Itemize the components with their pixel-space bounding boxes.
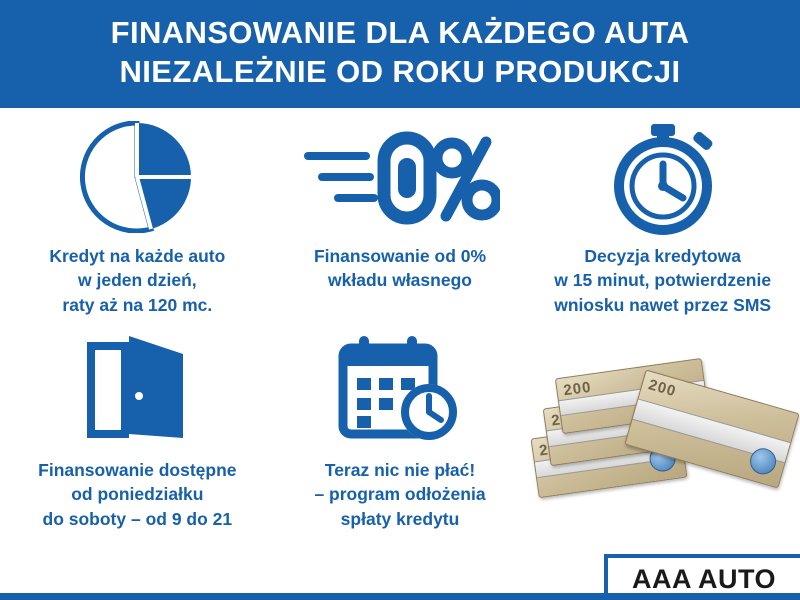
money-stack-image: 200 200 200 200	[530, 330, 800, 558]
feature-zero-percent: Finansowanie od 0% wkładu własnego	[269, 118, 532, 330]
feature-caption: Finansowanie dostępne od poniedziałku do…	[38, 459, 237, 530]
logo-text: AAA AUTO	[632, 563, 776, 594]
headline-line-2: NIEZALEŻNIE OD ROKU PRODUKCJI	[119, 53, 681, 89]
feature-credit-every-car: Kredyt na każde auto w jeden dzień, raty…	[6, 118, 269, 330]
feature-caption: Kredyt na każde auto w jeden dzień, raty…	[49, 245, 226, 316]
bottom-accent-bar	[0, 593, 800, 600]
features-row-2: Finansowanie dostępne od poniedziałku do…	[6, 330, 800, 558]
banknote-value: 200	[646, 375, 679, 400]
feature-availability: Finansowanie dostępne od poniedziałku do…	[6, 330, 269, 558]
pie-chart-icon	[73, 118, 201, 236]
banknote-stack: 200 200 200 200	[528, 332, 800, 502]
brand-logo: AAA AUTO	[604, 554, 800, 600]
zero-percent-icon	[300, 118, 500, 236]
feature-caption: Decyzja kredytowa w 15 minut, potwierdze…	[554, 245, 772, 316]
stopwatch-icon	[601, 118, 725, 236]
banknote-seal	[747, 444, 780, 477]
feature-caption: Finansowanie od 0% wkładu własnego	[313, 245, 487, 291]
banner-header: FINANSOWANIE DLA KAŻDEGO AUTA NIEZALEŻNI…	[0, 0, 800, 108]
banknote-value: 200	[562, 378, 593, 399]
feature-caption: Teraz nic nie płać! – program odłożenia …	[314, 459, 486, 530]
feature-deferred-payment: Teraz nic nie płać! – program odłożenia …	[269, 330, 532, 558]
headline-line-1: FINANSOWANIE DLA KAŻDEGO AUTA	[110, 15, 690, 50]
open-door-icon	[77, 330, 197, 450]
features-area: Kredyt na każde auto w jeden dzień, raty…	[0, 108, 800, 600]
features-row-1: Kredyt na każde auto w jeden dzień, raty…	[6, 118, 794, 330]
feature-credit-decision: Decyzja kredytowa w 15 minut, potwierdze…	[531, 118, 794, 330]
calendar-clock-icon	[335, 330, 465, 450]
